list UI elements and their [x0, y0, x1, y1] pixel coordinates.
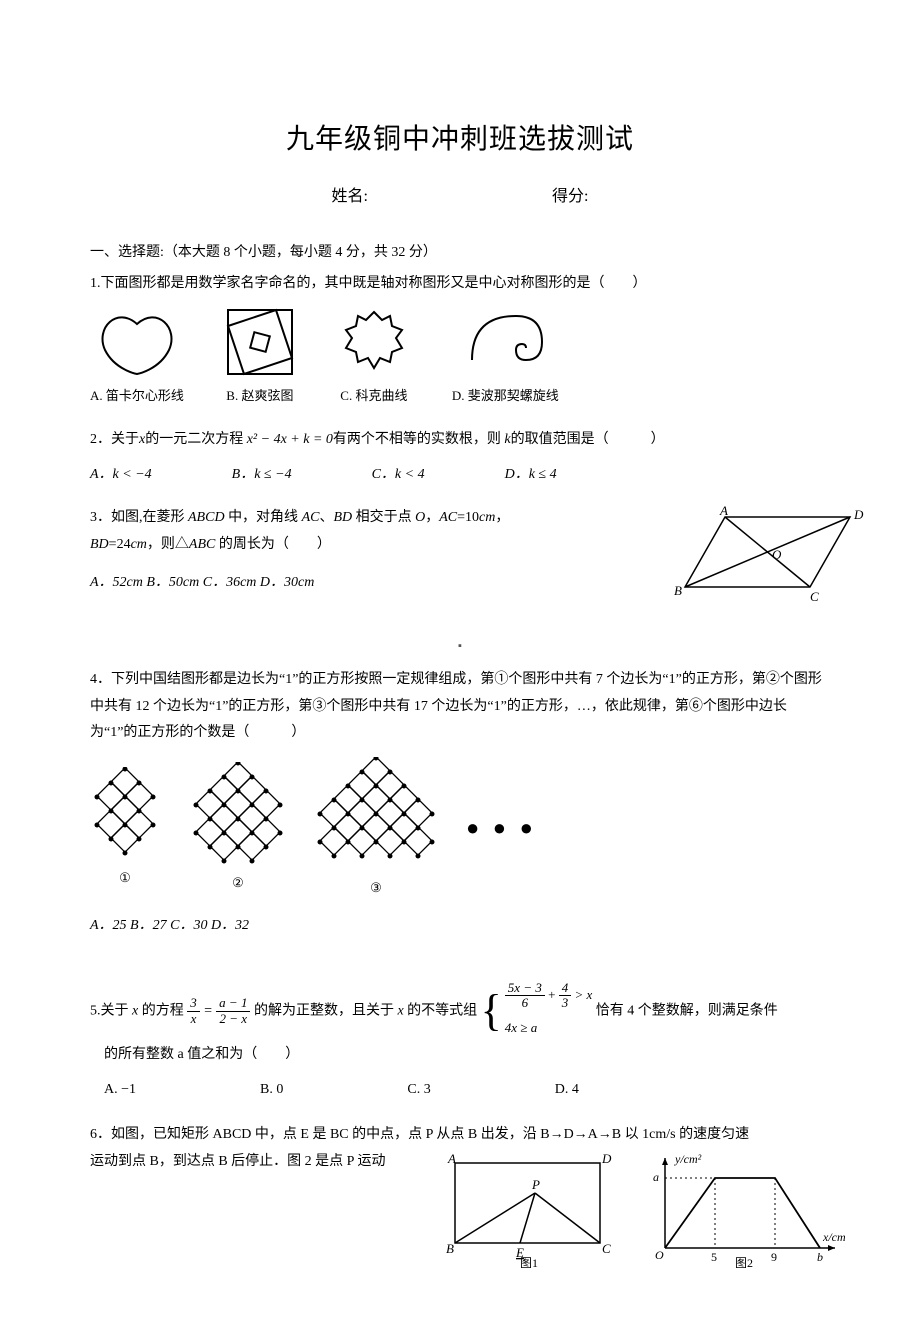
fibonacci-icon: [464, 308, 546, 378]
svg-text:C: C: [602, 1241, 611, 1256]
svg-text:图2: 图2: [735, 1256, 753, 1268]
question-5: 5.关于 x 的方程 3x = a − 12 − x 的解为正整数，且关于 x …: [90, 980, 830, 1102]
svg-text:9: 9: [771, 1250, 777, 1264]
q1-option-c: C. 科克曲线: [336, 306, 412, 407]
knot-2-icon: [190, 762, 286, 867]
q6-line2: 运动到点 B，到达点 B 后停止．图 2 是点 P 运动: [90, 1149, 430, 1176]
svg-text:D: D: [853, 507, 864, 522]
svg-text:A: A: [719, 505, 728, 518]
question-4: 4．下列中国结图形都是边长为“1”的正方形按照一定规律组成，第①个图形中共有 7…: [90, 667, 830, 940]
q2-choice-d: D．k ≤ 4: [505, 462, 557, 487]
knot-3-icon: [316, 757, 436, 872]
q4-knot-3: ③: [316, 757, 436, 899]
q6-line1: 6．如图，已知矩形 ABCD 中，点 E 是 BC 的中点，点 P 从点 B 出…: [90, 1122, 830, 1149]
score-label: 得分:: [552, 183, 588, 212]
svg-text:5: 5: [711, 1250, 717, 1264]
q4-label-2: ②: [232, 871, 244, 894]
svg-text:D: D: [601, 1153, 612, 1166]
q4-choices: A．25 B．27 C．30 D．32: [90, 913, 830, 940]
q2-choice-a: A．k < −4: [90, 462, 152, 487]
q4-label-1: ①: [119, 866, 131, 889]
svg-text:x/cm: x/cm: [822, 1230, 845, 1244]
q6-fig2-icon: y/cm² a O 5 9 b x/cm 图2: [645, 1153, 845, 1268]
q1-label-d: D. 斐波那契螺旋线: [452, 384, 559, 407]
svg-text:O: O: [655, 1248, 664, 1262]
q1-label-a: A. 笛卡尔心形线: [90, 384, 184, 407]
q2-choice-b: B．k ≤ −4: [232, 462, 292, 487]
q5-line2: 的所有整数 a 值之和为（ ）: [90, 1042, 830, 1069]
q2-choice-c: C．k < 4: [372, 462, 425, 487]
q3-figure: A D B C O: [670, 505, 870, 614]
svg-text:A: A: [447, 1153, 456, 1166]
q1-text: 1.下面图形都是用数学家名字命名的，其中既是轴对称图形又是中心对称图形的是（ ）: [90, 271, 830, 298]
page-title: 九年级铜中冲刺班选拔测试: [90, 115, 830, 165]
svg-text:b: b: [817, 1250, 823, 1264]
name-score-row: 姓名: 得分:: [90, 183, 830, 212]
cardioid-icon: [97, 310, 177, 378]
svg-text:B: B: [674, 583, 682, 598]
q4-knot-2: ②: [190, 762, 286, 894]
svg-text:O: O: [772, 547, 782, 562]
question-1: 1.下面图形都是用数学家名字命名的，其中既是轴对称图形又是中心对称图形的是（ ）…: [90, 271, 830, 407]
rhombus-icon: A D B C O: [670, 505, 870, 605]
q4-knot-1: ①: [90, 767, 160, 889]
q1-label-c: C. 科克曲线: [340, 384, 407, 407]
q1-options: A. 笛卡尔心形线 B. 赵爽弦图 C. 科克曲线 D. 斐波那契螺旋线: [90, 306, 830, 407]
q5-choice-c: C. 3: [393, 1077, 430, 1102]
svg-text:a: a: [653, 1170, 659, 1184]
q4-label-3: ③: [370, 876, 382, 899]
q6-fig1-icon: A D B C E P 图1: [440, 1153, 615, 1268]
section-1-header: 一、选择题:（本大题 8 个小题，每小题 4 分，共 32 分）: [90, 240, 830, 265]
name-label: 姓名:: [332, 183, 368, 212]
knot-1-icon: [90, 767, 160, 862]
q2-choices: A．k < −4 B．k ≤ −4 C．k < 4 D．k ≤ 4: [90, 462, 830, 487]
question-3: 3．如图,在菱形 ABCD 中，对角线 AC、BD 相交于点 O，AC=10cm…: [90, 505, 830, 597]
palette-mark-icon: ▪: [458, 637, 462, 657]
svg-text:P: P: [531, 1177, 540, 1192]
q5-choice-d: D. 4: [541, 1077, 579, 1102]
svg-text:B: B: [446, 1241, 454, 1256]
q5-text: 5.关于 x 的方程 3x = a − 12 − x 的解为正整数，且关于 x …: [90, 980, 830, 1043]
q5-choice-a: A. −1: [90, 1077, 136, 1102]
q1-option-a: A. 笛卡尔心形线: [90, 310, 184, 407]
q4-figures: ① ②: [90, 757, 830, 899]
q5-choice-b: B. 0: [246, 1077, 283, 1102]
q3-text: 3．如图,在菱形 ABCD 中，对角线 AC、BD 相交于点 O，AC=10cm…: [90, 505, 610, 558]
svg-text:图1: 图1: [520, 1256, 538, 1268]
q1-label-b: B. 赵爽弦图: [226, 384, 293, 407]
question-6: 6．如图，已知矩形 ABCD 中，点 E 是 BC 的中点，点 P 从点 B 出…: [90, 1122, 830, 1268]
question-2: 2．关于x的一元二次方程 x² − 4x + k = 0有两个不相等的实数根，则…: [90, 427, 830, 487]
zhaoshuang-icon: [224, 306, 296, 378]
svg-text:y/cm²: y/cm²: [674, 1153, 702, 1166]
koch-icon: [336, 306, 412, 378]
q2-text: 2．关于x的一元二次方程 x² − 4x + k = 0有两个不相等的实数根，则…: [90, 427, 830, 454]
svg-text:C: C: [810, 589, 819, 604]
q4-text: 4．下列中国结图形都是边长为“1”的正方形按照一定规律组成，第①个图形中共有 7…: [90, 667, 830, 747]
q6-figures: A D B C E P 图1 y/cm² a O 5: [440, 1153, 845, 1268]
q4-dots: ● ● ●: [466, 808, 537, 848]
q1-option-d: D. 斐波那契螺旋线: [452, 308, 559, 407]
q5-choices: A. −1 B. 0 C. 3 D. 4: [90, 1077, 830, 1102]
q1-option-b: B. 赵爽弦图: [224, 306, 296, 407]
